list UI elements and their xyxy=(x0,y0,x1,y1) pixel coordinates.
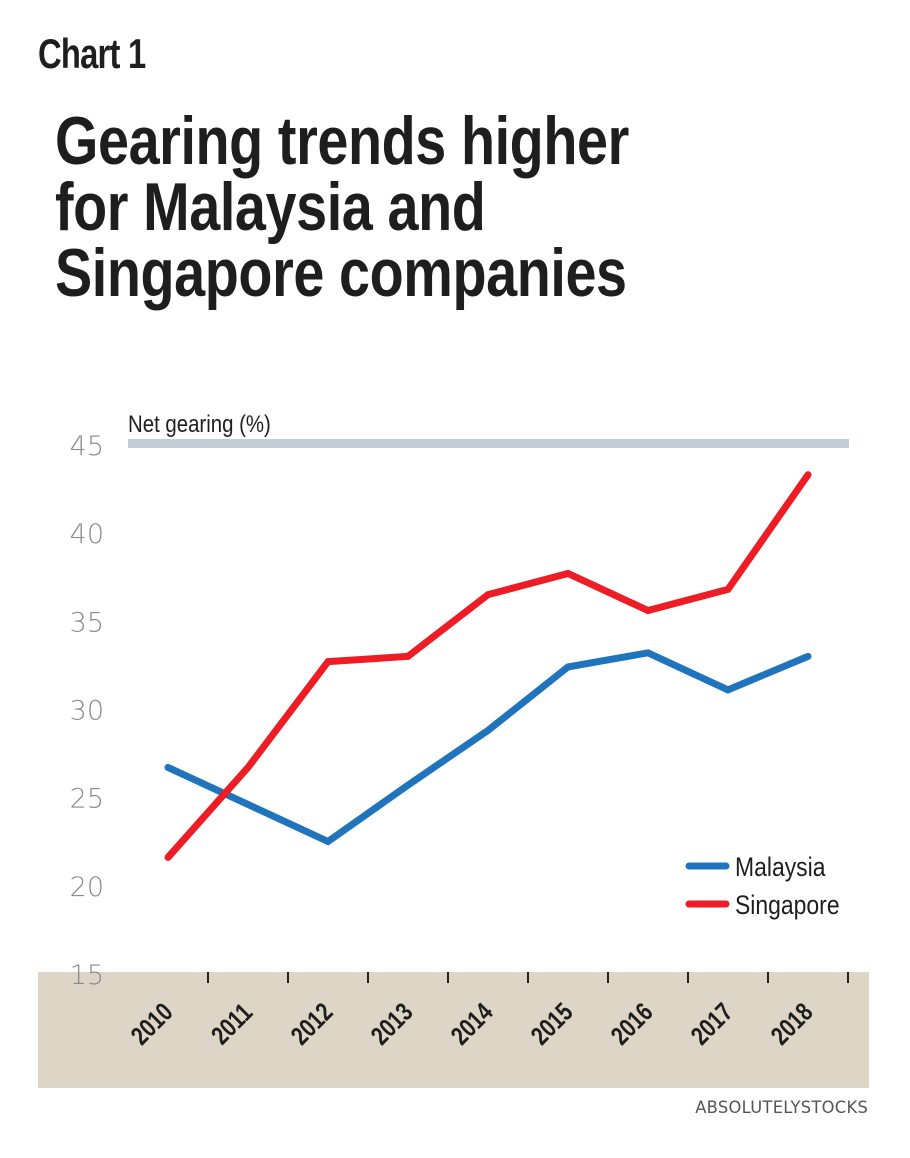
source-credit: ABSOLUTELYSTOCKS xyxy=(695,1098,868,1118)
y-axis-ticks: 15 20 25 30 35 40 45 xyxy=(70,431,104,991)
y-tick-label: 20 xyxy=(70,872,104,903)
legend-label-singapore: Singapore xyxy=(735,890,840,920)
series-line-singapore xyxy=(164,471,812,861)
legend-label-malaysia: Malaysia xyxy=(735,852,826,882)
chart-number-label: Chart 1 xyxy=(38,30,146,77)
y-tick-label: 35 xyxy=(70,607,104,638)
y-tick-label: 45 xyxy=(70,431,104,462)
y-tick-label: 30 xyxy=(70,696,104,727)
top-rule xyxy=(128,439,849,448)
chart-title-line-1: Gearing trends higher xyxy=(55,103,629,179)
series-lines xyxy=(164,471,812,861)
legend: Malaysia Singapore xyxy=(685,852,840,920)
chart-title-line-3: Singapore companies xyxy=(55,235,627,311)
y-axis-unit-label: Net gearing (%) xyxy=(128,410,271,437)
x-axis-band xyxy=(38,972,869,1088)
chart-title-line-2: for Malaysia and xyxy=(55,169,486,245)
y-tick-label: 40 xyxy=(70,519,104,550)
y-tick-label: 15 xyxy=(70,960,104,991)
y-tick-label: 25 xyxy=(70,784,104,815)
chart-title: Gearing trends higher for Malaysia and S… xyxy=(55,103,629,311)
